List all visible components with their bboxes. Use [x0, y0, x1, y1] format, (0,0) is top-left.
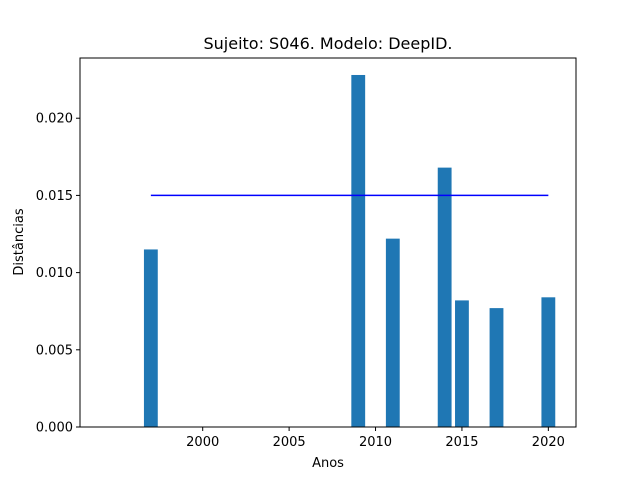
- x-tick-label: 2015: [445, 435, 478, 450]
- y-axis-label: Distâncias: [12, 208, 27, 275]
- bars-group: [143, 74, 556, 427]
- x-axis-label: Anos: [312, 456, 344, 471]
- x-tick-label: 2020: [532, 435, 565, 450]
- bar: [455, 300, 469, 427]
- bar: [437, 167, 452, 427]
- y-axis: 0.000 0.005 0.010 0.015 0.020: [36, 112, 80, 436]
- x-axis: 2000 2005 2010 2015 2020: [186, 427, 565, 450]
- x-tick-label: 2010: [359, 435, 392, 450]
- chart-title: Sujeito: S046. Modelo: DeepID.: [203, 34, 452, 53]
- plot-frame: [79, 57, 577, 428]
- x-tick-label: 2005: [273, 435, 306, 450]
- x-tick-label: 2000: [186, 435, 219, 450]
- bar: [351, 74, 366, 427]
- y-tick-label: 0.000: [36, 421, 73, 436]
- bar: [541, 297, 556, 427]
- bar: [385, 238, 400, 427]
- y-tick-label: 0.005: [36, 343, 73, 358]
- y-tick-label: 0.010: [36, 266, 73, 281]
- y-tick-label: 0.020: [36, 112, 73, 127]
- bar: [489, 308, 504, 427]
- y-tick-label: 0.015: [36, 189, 73, 204]
- bar: [143, 249, 158, 427]
